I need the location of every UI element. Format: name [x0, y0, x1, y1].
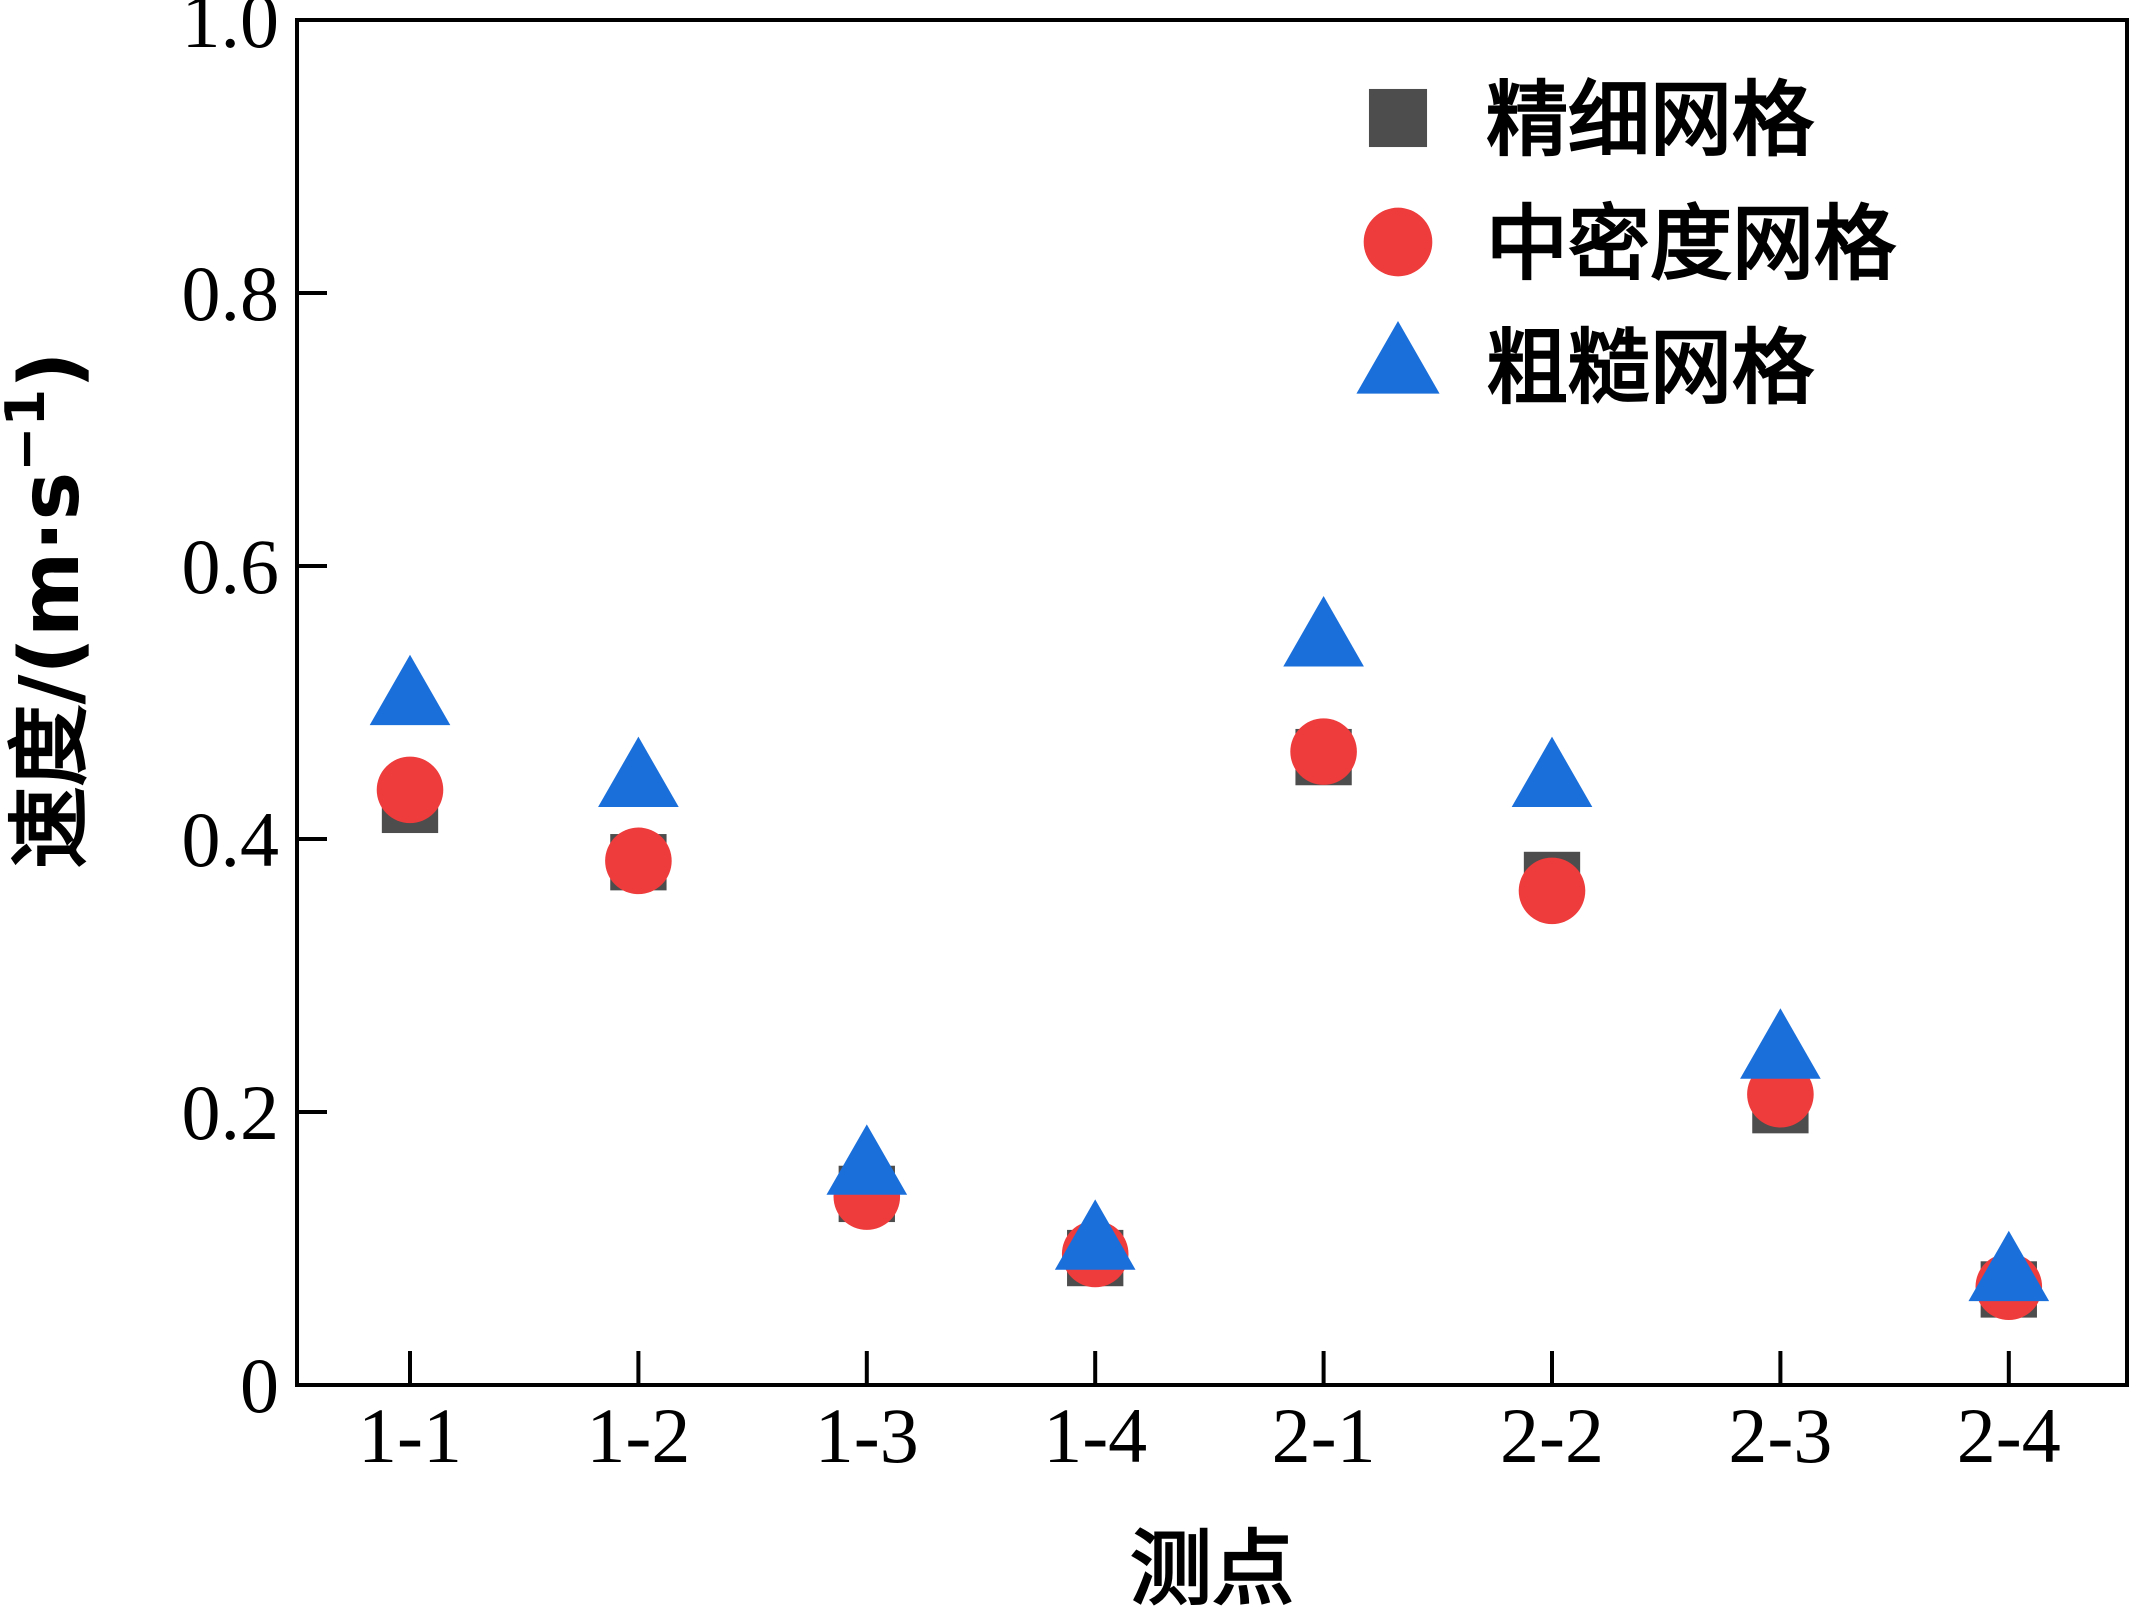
data-points [369, 596, 2050, 1320]
plot-frame [295, 18, 2129, 1387]
point-triangle-1-2 [598, 736, 679, 808]
x-tick-label-2-3: 2-3 [1728, 1392, 1832, 1479]
point-circle-2-2 [1518, 857, 1586, 925]
y-axis-title-main: 速度/(m·s [3, 472, 98, 869]
point-circle-1-2 [605, 827, 672, 895]
x-tick-label-2-4: 2-4 [1957, 1392, 2061, 1479]
y-tick-label-0.4: 0.4 [182, 796, 280, 883]
point-circle-2-1 [1290, 718, 1357, 785]
legend-marker-circle [1363, 207, 1433, 277]
legend-label-triangle: 粗糙网格 [1486, 321, 1815, 416]
legend-marker-square [1368, 88, 1428, 148]
y-axis-title-end: ) [3, 351, 98, 388]
point-circle-1-1 [376, 756, 444, 824]
point-triangle-2-2 [1511, 736, 1593, 808]
y-tick-label-0.8: 0.8 [182, 250, 280, 337]
x-tick-label-2-1: 2-1 [1272, 1392, 1376, 1479]
x-axis-title: 测点 [1130, 1522, 1294, 1611]
y-tick-label-0.6: 0.6 [182, 523, 280, 610]
x-tick-label-2-2: 2-2 [1500, 1392, 1604, 1479]
x-tick-label-1-1: 1-1 [358, 1392, 462, 1479]
point-triangle-1-3 [826, 1124, 908, 1195]
point-triangle-2-3 [1740, 1008, 1821, 1079]
x-tick-label-1-4: 1-4 [1043, 1392, 1147, 1479]
x-axis: 1-1 1-2 1-3 1-4 2-1 2-2 2-3 2-4 [358, 1351, 2061, 1479]
y-axis-title: 速度/(m·s−1) [0, 351, 98, 868]
x-tick-label-1-2: 1-2 [586, 1392, 690, 1479]
legend-label-square: 精细网格 [1486, 73, 1815, 168]
point-triangle-1-1 [369, 654, 451, 726]
y-axis-title-sup: −1 [0, 389, 57, 472]
y-axis: 0 0.2 0.4 0.6 0.8 1.0 [182, 0, 327, 1429]
y-tick-label-0: 0 [240, 1342, 279, 1429]
legend-label-circle: 中密度网格 [1486, 197, 1897, 292]
legend-marker-triangle [1356, 320, 1440, 394]
point-triangle-2-4 [1968, 1230, 2050, 1302]
point-triangle-2-1 [1283, 596, 1364, 667]
y-tick-label-1.0: 1.0 [182, 0, 280, 64]
x-tick-label-1-3: 1-3 [815, 1392, 919, 1479]
y-tick-label-0.2: 0.2 [182, 1069, 280, 1156]
point-triangle-1-4 [1054, 1199, 1136, 1270]
